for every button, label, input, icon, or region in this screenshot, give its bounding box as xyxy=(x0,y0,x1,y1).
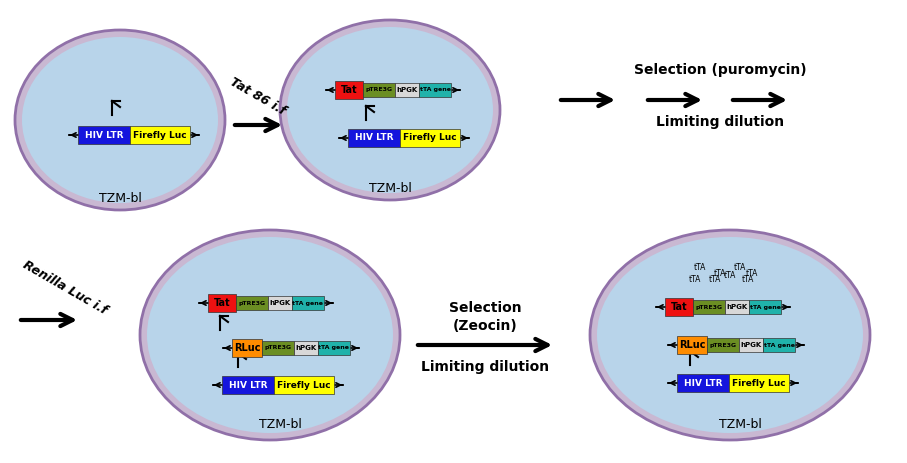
Text: Renilla Luc i.f: Renilla Luc i.f xyxy=(20,259,109,317)
FancyBboxPatch shape xyxy=(292,296,324,310)
FancyBboxPatch shape xyxy=(78,126,130,144)
FancyBboxPatch shape xyxy=(268,296,292,310)
FancyBboxPatch shape xyxy=(395,83,419,97)
FancyBboxPatch shape xyxy=(274,376,334,394)
Text: Firefly Luc: Firefly Luc xyxy=(404,133,457,143)
FancyBboxPatch shape xyxy=(348,129,400,147)
Text: Selection (puromycin): Selection (puromycin) xyxy=(634,63,806,77)
FancyBboxPatch shape xyxy=(707,338,739,352)
FancyBboxPatch shape xyxy=(739,338,763,352)
FancyBboxPatch shape xyxy=(130,126,190,144)
Text: Limiting dilution: Limiting dilution xyxy=(656,115,784,129)
Ellipse shape xyxy=(590,230,870,440)
Text: hPGK: hPGK xyxy=(269,300,290,306)
FancyBboxPatch shape xyxy=(400,129,460,147)
Text: hPGK: hPGK xyxy=(727,304,747,310)
FancyBboxPatch shape xyxy=(677,374,729,392)
FancyBboxPatch shape xyxy=(419,83,451,97)
Text: pTRE3G: pTRE3G xyxy=(366,88,393,93)
Text: HIV LTR: HIV LTR xyxy=(355,133,394,143)
Text: HIV LTR: HIV LTR xyxy=(684,378,722,388)
Text: hPGK: hPGK xyxy=(740,342,762,348)
Text: Firefly Luc: Firefly Luc xyxy=(732,378,785,388)
Text: pTRE3G: pTRE3G xyxy=(265,345,291,350)
Text: TZM-bl: TZM-bl xyxy=(258,419,301,432)
FancyBboxPatch shape xyxy=(294,341,318,355)
Text: Limiting dilution: Limiting dilution xyxy=(421,360,549,374)
Text: pTRE3G: pTRE3G xyxy=(239,300,266,306)
Text: tTA gene: tTA gene xyxy=(749,305,781,309)
Text: TZM-bl: TZM-bl xyxy=(718,419,762,432)
FancyBboxPatch shape xyxy=(335,81,363,99)
Ellipse shape xyxy=(287,27,493,193)
FancyBboxPatch shape xyxy=(232,339,262,357)
Text: tTA gene: tTA gene xyxy=(318,345,349,350)
Ellipse shape xyxy=(15,30,225,210)
Text: Tat: Tat xyxy=(670,302,688,312)
Ellipse shape xyxy=(147,237,393,433)
Text: Tat: Tat xyxy=(341,85,357,95)
FancyBboxPatch shape xyxy=(763,338,795,352)
FancyBboxPatch shape xyxy=(208,294,236,312)
FancyBboxPatch shape xyxy=(693,300,725,314)
Text: RLuc: RLuc xyxy=(234,343,260,353)
FancyBboxPatch shape xyxy=(318,341,350,355)
Text: pTRE3G: pTRE3G xyxy=(696,305,723,309)
Text: Tat: Tat xyxy=(214,298,230,308)
Text: hPGK: hPGK xyxy=(396,87,417,93)
FancyBboxPatch shape xyxy=(749,300,781,314)
Text: tTA: tTA xyxy=(742,275,755,284)
FancyBboxPatch shape xyxy=(363,83,395,97)
Ellipse shape xyxy=(140,230,400,440)
Text: pTRE3G: pTRE3G xyxy=(709,343,736,348)
Text: tTA: tTA xyxy=(724,270,736,280)
FancyBboxPatch shape xyxy=(262,341,294,355)
Text: tTA: tTA xyxy=(708,275,721,284)
Text: HIV LTR: HIV LTR xyxy=(84,131,123,139)
FancyBboxPatch shape xyxy=(665,298,693,316)
Text: tTA: tTA xyxy=(688,275,701,284)
FancyBboxPatch shape xyxy=(729,374,789,392)
Ellipse shape xyxy=(280,20,500,200)
FancyBboxPatch shape xyxy=(222,376,274,394)
Text: tTA: tTA xyxy=(734,263,746,271)
Text: tTA: tTA xyxy=(746,269,758,277)
Text: tTA gene: tTA gene xyxy=(420,88,451,93)
Text: RLuc: RLuc xyxy=(678,340,706,350)
FancyBboxPatch shape xyxy=(725,300,749,314)
Text: tTA: tTA xyxy=(714,269,727,277)
FancyBboxPatch shape xyxy=(236,296,268,310)
Text: HIV LTR: HIV LTR xyxy=(229,381,268,389)
FancyBboxPatch shape xyxy=(677,336,707,354)
Text: Firefly Luc: Firefly Luc xyxy=(133,131,187,139)
Text: tTA: tTA xyxy=(694,263,707,271)
Text: tTA gene: tTA gene xyxy=(764,343,795,348)
Text: Tat 86 i.f: Tat 86 i.f xyxy=(228,76,288,118)
Text: TZM-bl: TZM-bl xyxy=(99,192,141,205)
Text: Firefly Luc: Firefly Luc xyxy=(278,381,331,389)
Text: Selection
(Zeocin): Selection (Zeocin) xyxy=(449,301,522,332)
Ellipse shape xyxy=(597,237,863,433)
Text: TZM-bl: TZM-bl xyxy=(368,181,412,194)
Text: hPGK: hPGK xyxy=(296,345,317,351)
Ellipse shape xyxy=(22,37,218,203)
Text: tTA gene: tTA gene xyxy=(292,300,324,306)
